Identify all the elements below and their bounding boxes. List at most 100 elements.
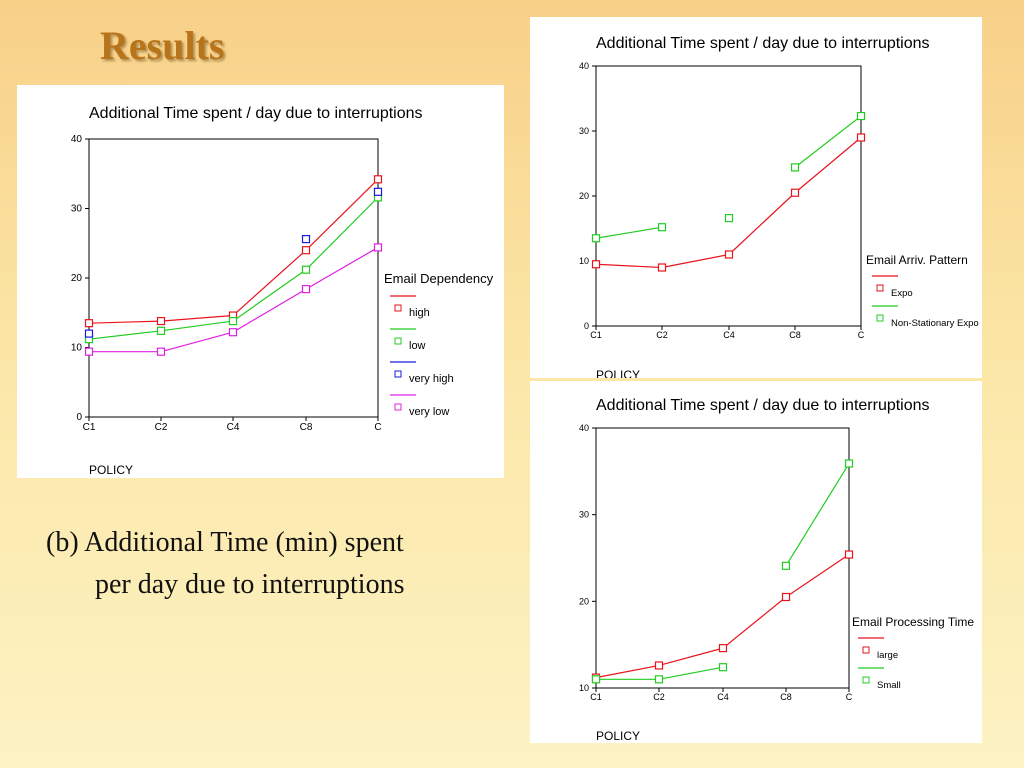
- data-point-expo: [856, 133, 866, 142]
- series-line-low: [160, 320, 234, 332]
- y-tick-label: 10: [579, 256, 589, 266]
- data-point-expo: [790, 188, 800, 197]
- chart-panel-email-processing-time: Additional Time spent / day due to inter…: [530, 381, 982, 743]
- data-point-expo: [657, 263, 667, 272]
- series-line-very-low: [305, 246, 379, 290]
- data-point-very-high: [301, 234, 311, 244]
- y-tick-label: 30: [579, 126, 589, 136]
- series-line-low: [232, 269, 307, 322]
- x-tick-label: C1: [590, 330, 602, 340]
- x-tick-label: C: [374, 422, 381, 433]
- caption-line-1: (b) Additional Time (min) spent: [46, 527, 404, 558]
- data-point-non-stationary-expo: [657, 223, 667, 232]
- data-point-large: [781, 592, 791, 602]
- series-line-large: [722, 596, 787, 649]
- y-tick-label: 30: [579, 510, 589, 520]
- data-point-low: [156, 326, 166, 335]
- series-line-expo: [728, 192, 796, 255]
- data-point-expo: [724, 250, 734, 259]
- y-tick-label: 0: [584, 321, 589, 331]
- data-point-large: [844, 550, 854, 559]
- legend-marker-large: [862, 646, 870, 654]
- series-line-low: [305, 196, 379, 271]
- data-point-small: [781, 561, 791, 570]
- series-line-small: [785, 463, 850, 567]
- data-point-high: [84, 319, 94, 328]
- data-point-high: [156, 316, 166, 326]
- legend-label-very-high: very high: [409, 373, 454, 385]
- series-line-large: [658, 647, 724, 667]
- data-point-low: [301, 265, 311, 274]
- y-tick-label: 20: [71, 273, 83, 284]
- data-point-small: [844, 459, 854, 468]
- data-point-very-low: [228, 328, 238, 337]
- legend-label-very-low: very low: [409, 406, 449, 418]
- series-line-high: [88, 320, 162, 324]
- legend-title: Email Arriv. Pattern: [866, 253, 968, 267]
- legend-marker-expo: [876, 284, 884, 292]
- data-point-high: [301, 246, 311, 255]
- data-point-large: [654, 661, 664, 670]
- x-tick-label: C4: [723, 330, 735, 340]
- slide-title: Results: [100, 23, 225, 68]
- x-tick-label: C: [846, 692, 853, 702]
- legend-title: Email Dependency: [384, 271, 494, 286]
- series-line-non-stationary-expo: [595, 226, 663, 239]
- legend-label-non-stationary-expo: Non-Stationary Expo: [891, 318, 979, 329]
- legend-marker-very-high: [394, 370, 402, 378]
- data-point-large: [718, 644, 728, 653]
- legend-title: Email Processing Time: [852, 615, 974, 629]
- data-point-non-stationary-expo: [591, 234, 601, 243]
- data-point-non-stationary-expo: [790, 163, 800, 172]
- chart-title: Additional Time spent / day due to inter…: [596, 35, 930, 52]
- data-point-very-low: [373, 243, 383, 252]
- series-line-very-low: [160, 331, 234, 353]
- plot-area-frame: [88, 138, 379, 418]
- data-point-very-low: [84, 347, 94, 356]
- data-point-non-stationary-expo: [856, 111, 866, 121]
- legend-marker-low: [394, 337, 402, 345]
- series-line-low: [88, 330, 162, 340]
- series-line-non-stationary-expo: [794, 115, 862, 168]
- y-tick-label: 10: [71, 343, 83, 354]
- legend-marker-non-stationary-expo: [876, 314, 884, 322]
- chart-panel-email-arrival-pattern: Additional Time spent / day due to inter…: [530, 17, 982, 378]
- chart-email-processing-time: Additional Time spent / day due to inter…: [579, 397, 974, 743]
- legend-label-large: large: [877, 650, 898, 661]
- x-axis-label: POLICY: [596, 729, 640, 743]
- legend-marker-very-low: [394, 403, 402, 411]
- x-tick-label: C1: [83, 422, 96, 433]
- x-tick-label: C: [858, 330, 865, 340]
- series-line-very-low: [232, 288, 307, 333]
- series-line-high: [160, 314, 234, 322]
- data-point-non-stationary-expo: [724, 214, 734, 223]
- data-point-expo: [591, 260, 601, 269]
- x-tick-label: C2: [656, 330, 668, 340]
- series-line-expo: [595, 263, 663, 269]
- plot-area-frame: [595, 65, 862, 327]
- y-tick-label: 40: [579, 61, 589, 71]
- x-axis-label: POLICY: [89, 463, 133, 477]
- y-tick-label: 20: [579, 191, 589, 201]
- x-tick-label: C8: [789, 330, 801, 340]
- y-tick-label: 10: [579, 683, 589, 693]
- data-point-very-high: [373, 187, 383, 196]
- x-tick-label: C8: [780, 692, 792, 702]
- x-tick-label: C4: [717, 692, 729, 702]
- y-tick-label: 0: [76, 412, 82, 423]
- y-tick-label: 40: [71, 134, 83, 145]
- series-line-large: [785, 554, 850, 598]
- data-point-small: [591, 675, 601, 684]
- series-line-high: [305, 178, 379, 251]
- x-tick-label: C8: [300, 422, 313, 433]
- chart-email-arrival-pattern: Additional Time spent / day due to inter…: [579, 35, 979, 378]
- series-line-high: [232, 249, 307, 316]
- series-line-small: [658, 666, 724, 680]
- x-tick-label: C4: [227, 422, 240, 433]
- data-point-low: [228, 316, 238, 326]
- legend-label-low: low: [409, 340, 426, 352]
- data-point-very-low: [156, 347, 166, 356]
- chart-title: Additional Time spent / day due to inter…: [89, 105, 423, 122]
- chart-panel-email-dependency: Additional Time spent / day due to inter…: [17, 85, 504, 478]
- x-tick-label: C2: [155, 422, 168, 433]
